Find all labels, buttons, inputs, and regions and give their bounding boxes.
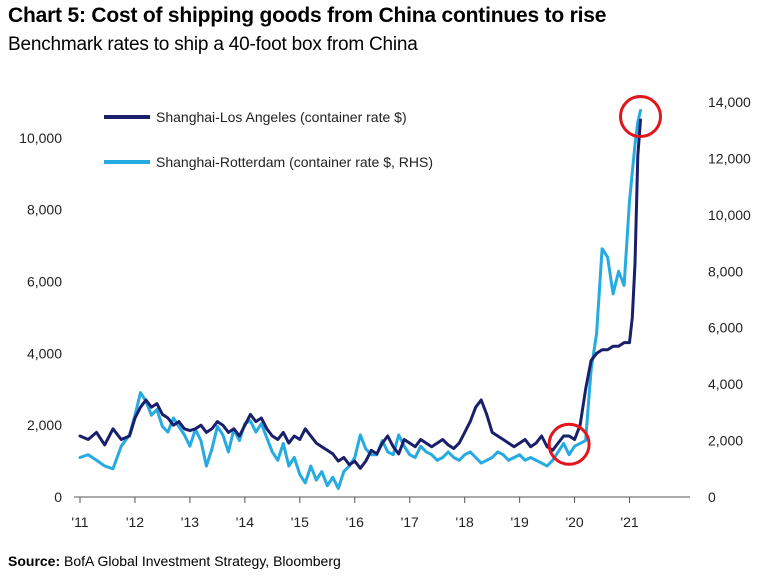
right-axis-ticks: 0 2,000 4,000 6,000 8,000 10,000 12,000 14,000 <box>708 94 751 505</box>
left-axis-ticks: 0 2,000 4,000 6,000 8,000 10,000 <box>19 130 62 505</box>
y-left-tick-label: 8,000 <box>27 202 62 218</box>
y-right-tick-label: 4,000 <box>708 376 743 392</box>
y-left-tick-label: 6,000 <box>27 274 62 290</box>
chart-title: Chart 5: Cost of shipping goods from Chi… <box>8 4 607 27</box>
y-left-tick-label: 2,000 <box>27 417 62 433</box>
y-right-tick-label: 12,000 <box>708 150 751 166</box>
line-chart: 0 2,000 4,000 6,000 8,000 10,000 0 2,000 4,000 6… <box>19 94 751 530</box>
x-tick-label: '12 <box>126 514 144 530</box>
y-right-tick-label: 8,000 <box>708 263 743 279</box>
y-right-tick-label: 14,000 <box>708 94 751 110</box>
y-left-tick-label: 4,000 <box>27 345 62 361</box>
y-right-tick-label: 0 <box>708 489 716 505</box>
highlight-circle <box>619 95 662 138</box>
legend-label-rotterdam: Shanghai-Rotterdam (container rate $, RH… <box>156 154 433 170</box>
series-line-shanghai-rotterdam <box>78 109 642 490</box>
y-right-tick-label: 2,000 <box>708 433 743 449</box>
x-tick-label: '19 <box>511 514 529 530</box>
y-left-tick-label: 10,000 <box>19 130 62 146</box>
source-text: BofA Global Investment Strategy, Bloombe… <box>64 553 341 569</box>
series-lines <box>78 109 642 490</box>
chart-subtitle: Benchmark rates to ship a 40-foot box fr… <box>8 34 418 55</box>
x-tick-label: '18 <box>456 514 474 530</box>
y-right-tick-label: 6,000 <box>708 320 743 336</box>
x-axis-ticks: '11 '12 '13 '14 '15 '16 '17 '18 '19 '20 '21 <box>71 497 639 530</box>
series-line-shanghai-los-angeles <box>78 118 642 470</box>
x-tick-label: '17 <box>401 514 419 530</box>
source-note: Source: BofA Global Investment Strategy,… <box>8 553 341 569</box>
x-tick-label: '21 <box>620 514 638 530</box>
x-tick-label: '15 <box>291 514 309 530</box>
y-left-tick-label: 0 <box>54 489 62 505</box>
highlight-circles <box>547 95 662 466</box>
x-tick-label: '20 <box>565 514 583 530</box>
x-tick-label: '11 <box>71 514 88 530</box>
highlight-circle <box>547 422 591 466</box>
x-tick-label: '14 <box>236 514 254 530</box>
source-label: Source: <box>8 553 61 569</box>
legend-label-la: Shanghai-Los Angeles (container rate $) <box>156 109 407 125</box>
y-right-tick-label: 10,000 <box>708 207 751 223</box>
x-tick-label: '13 <box>181 514 199 530</box>
x-tick-label: '16 <box>346 514 364 530</box>
legend: Shanghai-Los Angeles (container rate $) … <box>104 109 433 170</box>
